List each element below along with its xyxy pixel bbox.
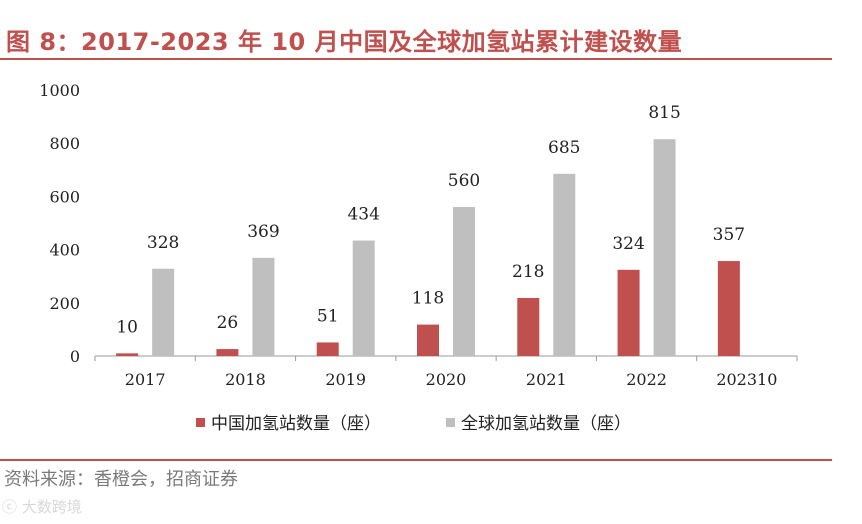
bar-china	[617, 269, 640, 356]
bar-china	[316, 342, 339, 356]
watermark-logo-icon: ⓒ	[2, 498, 18, 516]
bar-global	[152, 268, 175, 356]
x-axis: 2017 2018 2019 2020 2021 2022 202310	[94, 355, 798, 389]
data-label-china: 10	[116, 317, 138, 337]
data-label-china: 51	[317, 306, 339, 326]
y-tick-label: 0	[70, 347, 80, 366]
x-tick-label: 2017	[125, 370, 166, 389]
data-label-global: 328	[147, 233, 179, 253]
watermark: ⓒ 大数跨境	[2, 496, 82, 517]
legend-swatch-china	[196, 418, 205, 427]
y-tick-label: 600	[49, 187, 80, 206]
bar-global	[453, 207, 475, 356]
source-note: 资料来源：香橙会，招商证券	[4, 469, 238, 490]
chart-title: 图 8：2017-2023 年 10 月中国及全球加氢站累计建设数量	[6, 28, 683, 56]
title-divider	[0, 58, 832, 60]
x-tick-label: 2022	[626, 370, 667, 389]
bar-china	[417, 324, 439, 356]
x-tick-label: 2018	[225, 370, 266, 389]
data-label-global: 560	[448, 171, 480, 191]
data-label-china: 118	[412, 289, 444, 309]
data-label-global: 815	[648, 103, 680, 123]
footer-divider	[0, 459, 832, 461]
watermark-text: 大数跨境	[21, 498, 82, 516]
data-label-china: 26	[217, 313, 239, 333]
y-tick-label: 400	[49, 241, 80, 260]
legend: 中国加氢站数量（座） 全球加氢站数量（座）	[196, 414, 631, 434]
data-label-global: 434	[347, 205, 379, 225]
y-tick-label: 1000	[39, 81, 80, 100]
data-label-china: 218	[512, 262, 544, 282]
bar-china	[517, 298, 540, 356]
bars	[116, 139, 740, 356]
bar-china	[216, 349, 239, 356]
data-label-global: 369	[247, 222, 279, 242]
legend-label-global: 全球加氢站数量（座）	[461, 414, 631, 434]
x-tick-label: 2021	[526, 370, 567, 389]
data-label-china: 357	[713, 225, 745, 245]
bar-global	[352, 240, 375, 356]
data-label-global: 685	[548, 138, 580, 158]
x-tick-label: 202310	[716, 370, 777, 389]
bar-global	[653, 139, 676, 356]
y-tick-label: 200	[49, 294, 80, 313]
y-tick-label: 800	[49, 134, 80, 153]
bar-global	[252, 257, 275, 356]
bar-china	[116, 353, 139, 356]
y-axis: 0 200 400 600 800 1000	[39, 81, 80, 366]
legend-swatch-global	[446, 418, 455, 427]
x-tick-label: 2020	[426, 370, 467, 389]
data-label-china: 324	[612, 234, 644, 254]
bar-global	[553, 173, 576, 356]
bar-china	[717, 261, 740, 356]
x-tick-label: 2019	[325, 370, 366, 389]
legend-label-china: 中国加氢站数量（座）	[211, 414, 381, 434]
data-labels: 10 328 26 369 51 434 118 560 218 685 324 815 357	[116, 103, 745, 337]
